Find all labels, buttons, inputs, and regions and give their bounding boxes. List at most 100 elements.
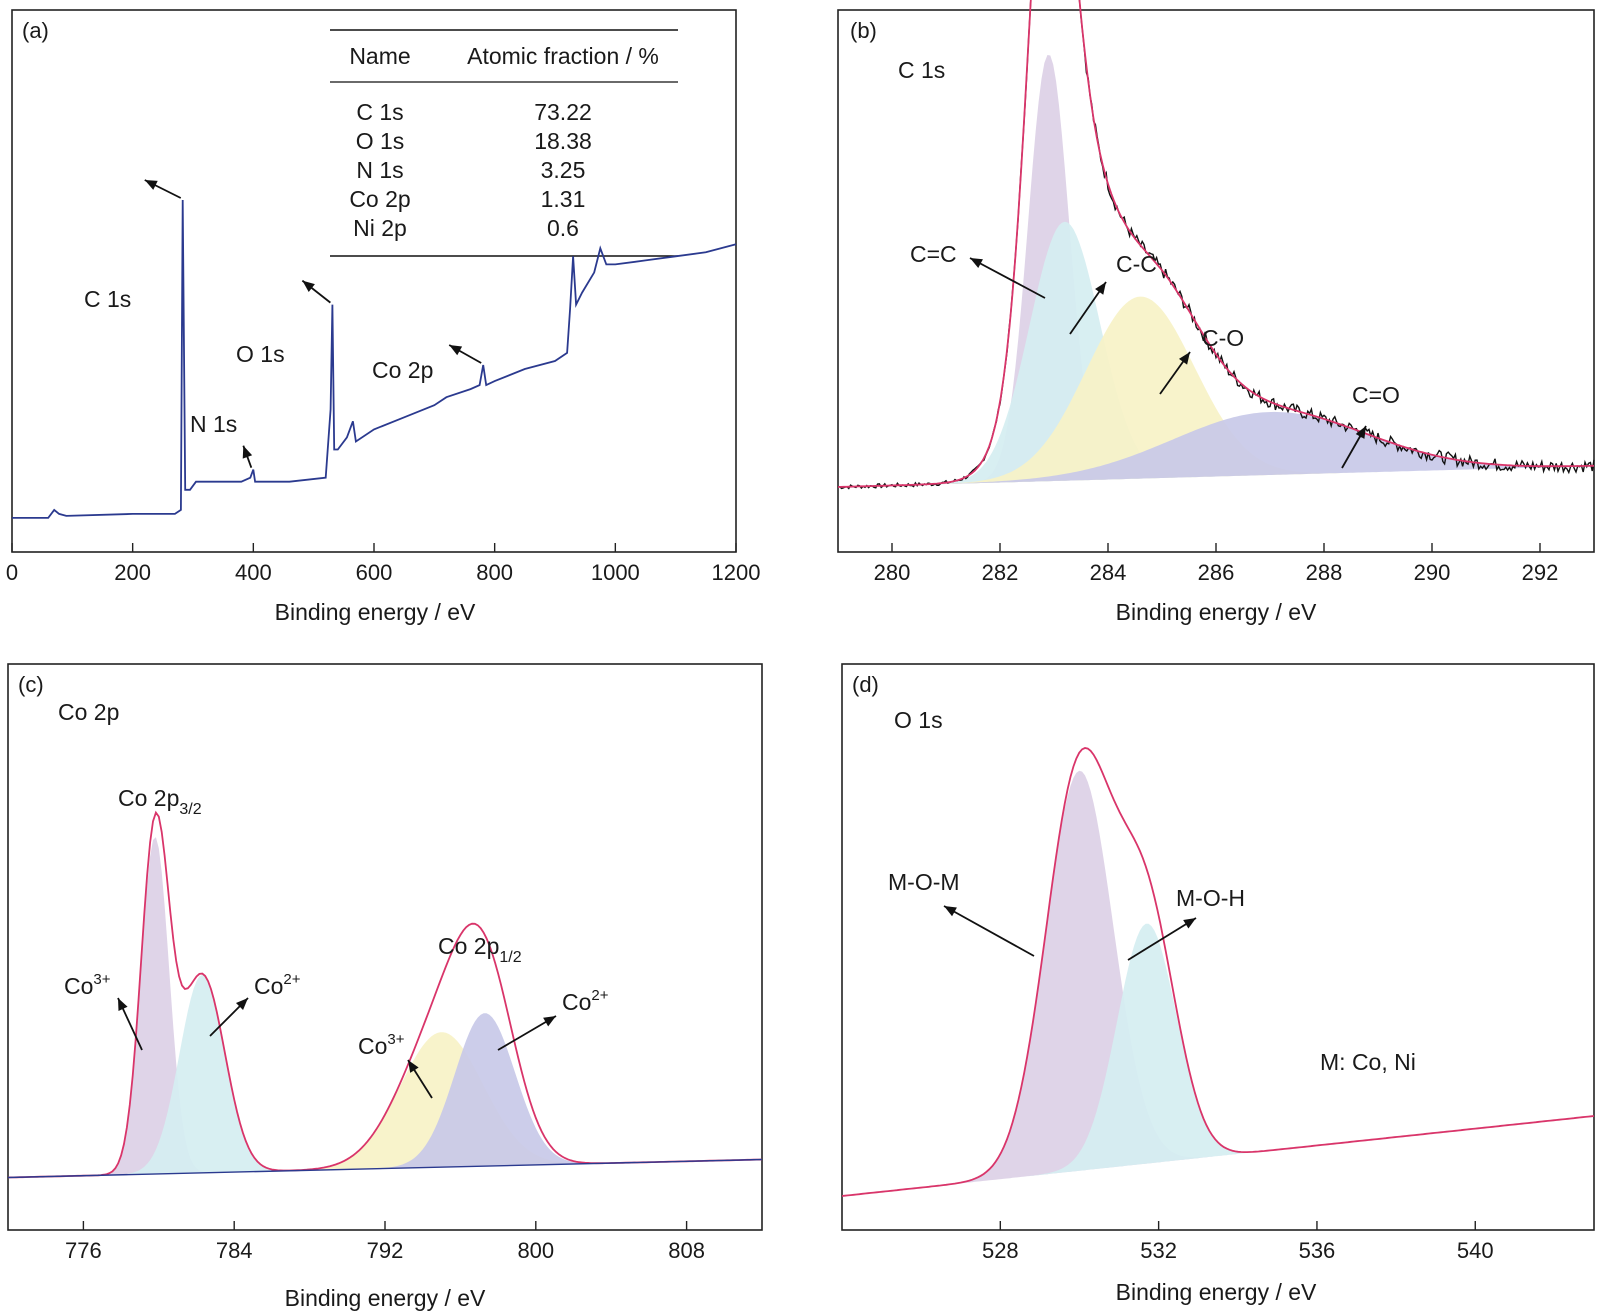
survey-annotation-arrow-2	[301, 279, 331, 304]
o1s-arrow-0	[943, 905, 1035, 957]
survey-annotation-0: C 1s	[84, 286, 131, 312]
co2p-state-label-0: Co3+	[64, 971, 111, 999]
c1s-label-3: C=O	[1352, 382, 1400, 408]
d-xtick-label-0: 528	[982, 1238, 1019, 1263]
o1s-label-1: M-O-H	[1176, 885, 1245, 911]
co2p-arrow-2	[407, 1059, 433, 1099]
a-xtick-label-6: 1200	[712, 560, 761, 585]
co2p-arrow-1	[209, 997, 249, 1037]
co2p-arrow-3-head	[543, 1016, 556, 1027]
table-header-name: Name	[349, 43, 410, 69]
survey-annotation-arrow-2-head	[302, 280, 315, 292]
panel-b-label: (b)	[850, 18, 877, 43]
c1s-arrow-1	[1069, 281, 1107, 335]
survey-annotation-arrow-1-head	[242, 445, 253, 459]
c-xtick-label-2: 792	[367, 1238, 404, 1263]
survey-annotation-2: O 1s	[236, 341, 285, 367]
o1s-label-0: M-O-M	[888, 869, 960, 895]
a-xtick-label-5: 1000	[591, 560, 640, 585]
survey-spectrum-line	[12, 199, 737, 519]
co2p-arrow-2-head	[408, 1060, 419, 1073]
survey-annotation-3: Co 2p	[372, 357, 433, 383]
c1s-arrow-3	[1341, 425, 1367, 469]
c-peak-2	[8, 1032, 762, 1178]
panel-d-xlabel: Binding energy / eV	[1116, 1279, 1317, 1305]
survey-annotation-arrow-0	[144, 179, 182, 199]
panel-a-frame	[11, 9, 737, 553]
co2p-peak-label-0: Co 2p3/2	[118, 785, 202, 818]
atomic-fraction-table: Name Atomic fraction / % C 1s 73.22 O 1s 18…	[330, 29, 678, 257]
d-peak-0	[842, 770, 1594, 1196]
panel-d-title: O 1s	[894, 707, 943, 733]
b-xtick-label-0: 280	[874, 560, 911, 585]
co2p-peak-label-1: Co 2p1/2	[438, 933, 522, 966]
c-xtick-label-0: 776	[65, 1238, 102, 1263]
survey-annotation-arrow-3	[448, 344, 482, 364]
survey-annotation-arrow-3-head	[449, 345, 463, 356]
c-peak-0	[8, 837, 762, 1178]
table-row-3-name: Co 2p	[349, 186, 410, 212]
co2p-baseline	[7, 1158, 763, 1179]
panel-d-o1s: (d) O 1s 528 532 536 540 M-O-M M-O-H M: Co, N…	[841, 663, 1595, 1305]
panel-b-xlabel: Binding energy / eV	[1116, 599, 1317, 625]
a-xtick-label-1: 200	[114, 560, 151, 585]
survey-annotation-1: N 1s	[190, 411, 237, 437]
co2p-arrow-0	[117, 997, 143, 1051]
c1s-label-1: C-C	[1116, 251, 1157, 277]
c1s-arrow-1-head	[1095, 282, 1106, 295]
d-xtick-label-3: 540	[1457, 1238, 1494, 1263]
panel-a-xlabel: Binding energy / eV	[275, 599, 476, 625]
table-row-4-value: 0.6	[547, 215, 579, 241]
panel-a-survey: (a) Name Atomic fraction / % C 1s 73.22 O …	[6, 9, 761, 625]
b-xtick-label-5: 290	[1414, 560, 1451, 585]
co2p-arrow-1-head	[235, 998, 248, 1011]
co2p-arrow-3	[497, 1015, 557, 1051]
table-header-fraction: Atomic fraction / %	[467, 43, 659, 69]
b-xtick-label-3: 286	[1198, 560, 1235, 585]
o1s-arrow-1-head	[1183, 918, 1196, 929]
survey-annotation-arrow-0-head	[144, 180, 158, 190]
b-xtick-label-2: 284	[1090, 560, 1127, 585]
co2p-state-label-2: Co3+	[358, 1031, 405, 1059]
panel-c-xlabel: Binding energy / eV	[285, 1285, 486, 1311]
c-peak-1	[8, 974, 762, 1178]
panel-d-label: (d)	[852, 672, 879, 697]
d-peak-1	[842, 923, 1594, 1196]
a-xtick-label-0: 0	[6, 560, 18, 585]
co2p-arrow-0-head	[118, 998, 128, 1011]
co2p-state-label-1: Co2+	[254, 971, 301, 999]
c-xtick-label-3: 800	[517, 1238, 554, 1263]
b-peak-3	[838, 411, 1594, 487]
a-xtick-label-4: 800	[476, 560, 513, 585]
o1s-arrow-1-shaft	[1127, 917, 1197, 961]
o1s-arrow-0-shaft	[943, 905, 1035, 957]
d-xtick-label-2: 536	[1299, 1238, 1336, 1263]
survey-annotation-arrow-1	[242, 445, 253, 468]
table-row-0-value: 73.22	[534, 99, 592, 125]
table-row-0-name: C 1s	[356, 99, 403, 125]
a-xtick-label-2: 400	[235, 560, 272, 585]
d-xtick-label-1: 532	[1140, 1238, 1177, 1263]
c-xtick-label-4: 808	[668, 1238, 705, 1263]
c1s-arrow-2	[1159, 351, 1191, 395]
b-xtick-label-4: 288	[1306, 560, 1343, 585]
table-row-3-value: 1.31	[541, 186, 586, 212]
table-row-2-value: 3.25	[541, 157, 586, 183]
c1s-arrow-2-head	[1178, 352, 1190, 365]
b-xtick-label-1: 282	[982, 560, 1019, 585]
c1s-arrow-3-head	[1355, 426, 1366, 439]
o1s-arrow-0-head	[944, 906, 957, 917]
c-xtick-label-1: 784	[216, 1238, 253, 1263]
o1s-envelope-line	[841, 747, 1595, 1197]
panel-c-co2p: (c) Co 2p 776 784 792 800 808 Co 2p3/2 Co 2p1/…	[7, 663, 763, 1311]
b-peak-1	[838, 221, 1594, 487]
panel-b-c1s: (b) C 1s 280 282 284 286 288 290 292 C=C C-C C-O C…	[837, 0, 1595, 625]
panel-c-title: Co 2p	[58, 699, 119, 725]
panel-a-label: (a)	[22, 18, 49, 43]
b-xtick-label-6: 292	[1522, 560, 1559, 585]
c1s-arrow-0-shaft	[969, 257, 1046, 299]
c1s-arrow-0	[969, 257, 1046, 299]
panel-d-note: M: Co, Ni	[1320, 1049, 1416, 1075]
c1s-label-0: C=C	[910, 241, 957, 267]
o1s-arrow-1	[1127, 917, 1197, 961]
